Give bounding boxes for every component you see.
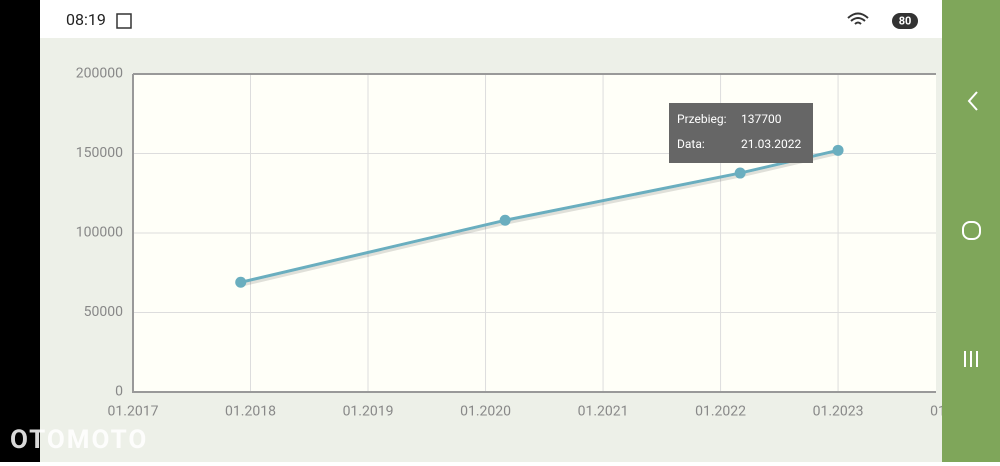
battery-level: 80 [899,14,912,27]
status-time: 08:19 [66,10,106,29]
x-tick-label: 01.2022 [695,404,746,420]
tooltip-box [669,103,813,163]
y-tick-label: 0 [115,384,123,400]
y-tick-label: 100000 [76,225,123,241]
y-tick-label: 200000 [76,66,123,82]
tooltip: Przebieg: 137700 Data: 21.03.2022 [669,103,813,163]
status-bar [40,0,942,38]
screenshot-icon [116,13,132,29]
x-tick-label: 01.2023 [813,404,864,420]
home-button[interactable] [962,221,981,240]
x-tick-label: 01.2020 [460,404,511,420]
point [235,276,247,288]
x-tick-label: 01.2018 [225,404,276,420]
wifi-icon [847,12,869,25]
tooltip-label: Przebieg: [677,112,727,126]
tooltip-date: 21.03.2022 [741,137,802,151]
line-shadow [240,151,839,287]
x-tick-label: 01.2019 [343,404,394,420]
nav-bar [942,0,1000,462]
y-tick-label: 150000 [76,145,123,161]
recents-button[interactable] [964,351,978,367]
x-tick-label: 01.2021 [578,404,629,420]
watermark: OTOMOTO [10,425,148,455]
x-tick-label: 01.2017 [108,404,159,420]
point [734,167,746,179]
y-tick-label: 50000 [84,304,123,320]
tooltip-value: 137700 [741,112,782,126]
battery-pill [892,13,918,29]
back-button[interactable] [967,91,978,111]
tooltip-label: Data: [677,137,705,151]
point [832,144,844,156]
point [499,214,511,226]
